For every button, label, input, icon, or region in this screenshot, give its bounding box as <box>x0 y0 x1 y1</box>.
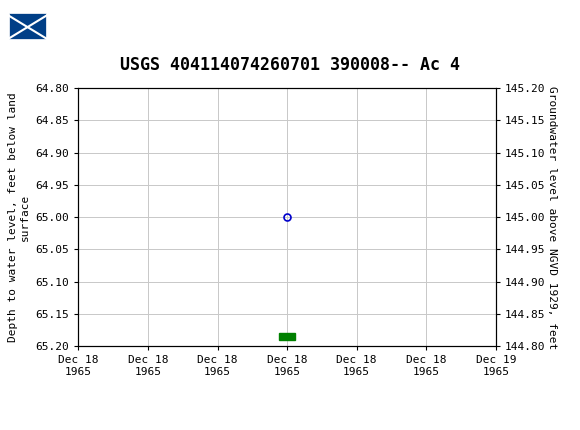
Y-axis label: Groundwater level above NGVD 1929, feet: Groundwater level above NGVD 1929, feet <box>546 86 557 349</box>
Text: USGS: USGS <box>58 16 105 35</box>
Text: USGS 404114074260701 390008-- Ac 4: USGS 404114074260701 390008-- Ac 4 <box>120 56 460 74</box>
FancyBboxPatch shape <box>9 13 46 39</box>
Bar <box>279 332 295 340</box>
Y-axis label: Depth to water level, feet below land
surface: Depth to water level, feet below land su… <box>8 92 30 342</box>
